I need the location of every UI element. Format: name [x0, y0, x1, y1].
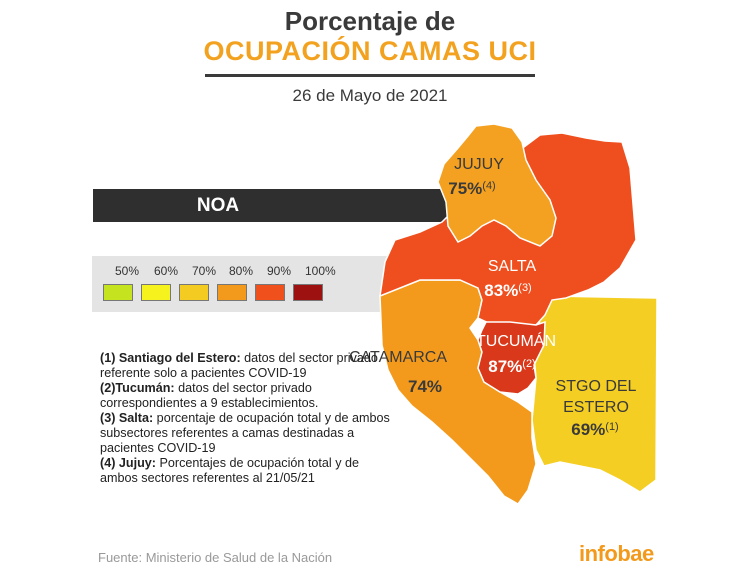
tucuman-name: TUCUMÁN	[476, 331, 556, 350]
footnote-1: (1) Santiago del Estero: datos del secto…	[100, 351, 390, 381]
region-label: NOA	[196, 195, 240, 216]
legend-label-50: 50%	[115, 264, 140, 278]
province-tucuman[interactable]	[477, 320, 546, 395]
jujuy-name: JUJUY	[454, 156, 504, 173]
jujuy-value: 75%	[448, 179, 482, 198]
salta-value: 83%	[484, 281, 518, 300]
color-legend: 50% 60% 70% 80% 90% 100%	[92, 256, 394, 312]
jujuy-note: (4)	[482, 180, 495, 192]
legend-label-60: 60%	[154, 264, 179, 278]
footnote-4: (4) Jujuy: Porcentajes de ocupación tota…	[100, 456, 390, 486]
legend-swatch-80	[217, 284, 247, 301]
province-jujuy[interactable]	[437, 123, 557, 247]
title-underline	[205, 74, 535, 77]
region-bar: NOA	[93, 189, 465, 222]
footnotes: (1) Santiago del Estero: datos del secto…	[100, 351, 390, 486]
salta-note: (3)	[518, 282, 531, 294]
footnote-3: (3) Salta: porcentaje de ocupación total…	[100, 411, 390, 456]
footnote-4-key: (4) Jujuy:	[100, 456, 156, 470]
legend-swatch-90	[255, 284, 285, 301]
tucuman-value: 87%	[488, 357, 522, 376]
footnote-2: (2)Tucumán: datos del sector privado cor…	[100, 381, 390, 411]
footnote-3-text: porcentaje de ocupación total y de ambos…	[100, 411, 390, 455]
catamarca-value: 74%	[408, 377, 442, 396]
santiago-note: (1)	[605, 421, 618, 433]
footnote-2-text: datos del sector privado correspondiente…	[100, 381, 319, 410]
page-title: Porcentaje de	[284, 6, 456, 36]
salta-name: SALTA	[488, 258, 537, 275]
santiago-name-line1: STGO DEL	[556, 378, 637, 395]
legend-label-70: 70%	[192, 264, 217, 278]
footnote-2-key: (2)Tucumán:	[100, 381, 175, 395]
catamarca-name: CATAMARCA	[349, 349, 447, 366]
legend-swatch-50	[103, 284, 133, 301]
footnote-1-key: (1) Santiago del Estero:	[100, 351, 241, 365]
footnote-3-key: (3) Salta:	[100, 411, 154, 425]
santiago-name-line2: ESTERO	[563, 399, 629, 416]
infobae-logo: infobae	[579, 541, 654, 566]
jujuy-value-group: 75%(4)	[448, 179, 495, 198]
legend-label-100: 100%	[305, 264, 336, 278]
legend-label-80: 80%	[229, 264, 254, 278]
santiago-value-group: 69%(1)	[571, 420, 618, 439]
legend-swatch-100	[293, 284, 323, 301]
legend-label-90: 90%	[267, 264, 292, 278]
page-subtitle: OCUPACIÓN CAMAS UCI	[203, 36, 537, 66]
footnote-1-text: datos del sector privado referente solo …	[100, 351, 378, 380]
date-label: 26 de Mayo de 2021	[292, 86, 448, 105]
tucuman-value-group: 87%(2)	[488, 357, 535, 376]
legend-swatch-60	[141, 284, 171, 301]
source-label: Fuente: Ministerio de Salud de la Nación	[98, 550, 333, 565]
tucuman-note: (2)	[522, 358, 535, 370]
santiago-value: 69%	[571, 420, 605, 439]
legend-swatch-70	[179, 284, 209, 301]
salta-value-group: 83%(3)	[484, 281, 531, 300]
footnote-4-text: Porcentajes de ocupación total y de ambo…	[100, 456, 360, 485]
